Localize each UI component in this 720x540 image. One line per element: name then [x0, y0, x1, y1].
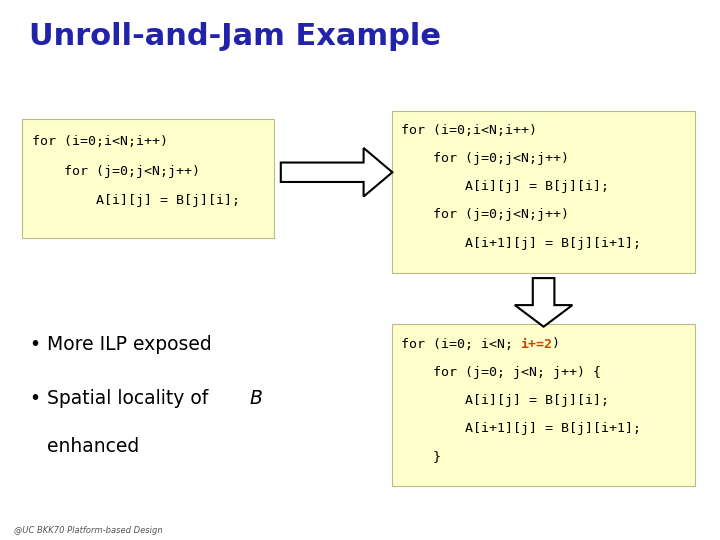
Text: for (i=0; i<N;: for (i=0; i<N;	[401, 338, 521, 350]
Text: }: }	[401, 450, 441, 463]
Text: •: •	[29, 389, 40, 408]
Polygon shape	[515, 278, 572, 327]
Polygon shape	[281, 148, 392, 197]
Text: Unroll-and-Jam Example: Unroll-and-Jam Example	[29, 22, 441, 51]
Text: for (j=0; j<N; j++) {: for (j=0; j<N; j++) {	[401, 366, 601, 379]
Text: @UC BKK70 Platform-based Design: @UC BKK70 Platform-based Design	[14, 525, 163, 535]
FancyBboxPatch shape	[392, 324, 695, 486]
Text: More ILP exposed: More ILP exposed	[47, 335, 212, 354]
Text: for (j=0;j<N;j++): for (j=0;j<N;j++)	[401, 152, 569, 165]
Text: for (i=0;i<N;i++): for (i=0;i<N;i++)	[401, 124, 537, 137]
FancyBboxPatch shape	[22, 119, 274, 238]
Text: Spatial locality of: Spatial locality of	[47, 389, 214, 408]
Text: for (j=0;j<N;j++): for (j=0;j<N;j++)	[32, 165, 200, 178]
Text: •: •	[29, 335, 40, 354]
Text: i+=2: i+=2	[520, 338, 552, 350]
Text: A[i][j] = B[j][i];: A[i][j] = B[j][i];	[401, 180, 609, 193]
Text: B: B	[249, 389, 262, 408]
Text: for (j=0;j<N;j++): for (j=0;j<N;j++)	[401, 208, 569, 221]
Text: A[i+1][j] = B[j][i+1];: A[i+1][j] = B[j][i+1];	[401, 237, 641, 249]
Text: ): )	[552, 338, 559, 350]
Text: A[i][j] = B[j][i];: A[i][j] = B[j][i];	[32, 194, 240, 207]
Text: A[i][j] = B[j][i];: A[i][j] = B[j][i];	[401, 394, 609, 407]
FancyBboxPatch shape	[392, 111, 695, 273]
Text: enhanced: enhanced	[47, 437, 139, 456]
Text: A[i+1][j] = B[j][i+1];: A[i+1][j] = B[j][i+1];	[401, 422, 641, 435]
Text: for (i=0;i<N;i++): for (i=0;i<N;i++)	[32, 135, 168, 148]
